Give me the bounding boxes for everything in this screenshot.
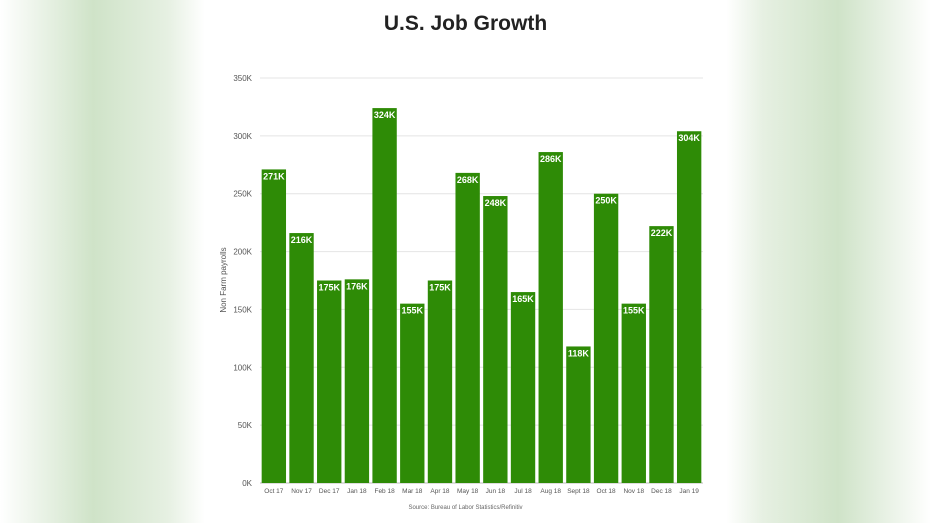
bar-value-label: 155K: [623, 306, 645, 316]
bar-value-label: 250K: [595, 196, 617, 206]
bar-value-label: 268K: [457, 175, 479, 185]
y-tick-label: 350K: [233, 74, 252, 83]
bar: [649, 226, 674, 483]
x-tick-label: Jul 18: [514, 488, 532, 495]
x-tick-label: Jan 18: [347, 488, 367, 495]
x-tick-label: Jun 18: [486, 488, 506, 495]
bar-value-label: 286K: [540, 154, 562, 164]
bar-value-label: 175K: [429, 283, 451, 293]
x-tick-label: Aug 18: [540, 488, 561, 495]
source-note: Source: Bureau of Labor Statistics/Refin…: [408, 505, 523, 511]
bar: [372, 108, 397, 483]
bar: [621, 303, 646, 483]
y-tick-label: 0K: [242, 479, 252, 488]
bar: [593, 193, 619, 483]
x-tick-label: Apr 18: [430, 488, 450, 495]
x-tick-label: Dec 17: [319, 488, 340, 495]
bar: [538, 152, 563, 484]
y-tick-label: 250K: [233, 190, 252, 199]
bar-value-label: 324K: [374, 110, 396, 120]
bar-value-label: 248K: [485, 198, 507, 208]
bar: [289, 233, 314, 483]
chart-card: U.S. Job Growth 0K 50K 100K 150K 200K 250K 300…: [204, 0, 727, 523]
x-tick-label: Mar 18: [402, 488, 423, 495]
x-tick-label: Oct 18: [597, 488, 617, 495]
x-tick-label: Dec 18: [651, 488, 672, 495]
bar: [261, 169, 287, 483]
bar-value-label: 271K: [263, 171, 285, 181]
x-tick-label: Sept 18: [567, 488, 590, 495]
x-tick-label: Oct 17: [264, 488, 284, 495]
bar: [455, 172, 480, 483]
bar-value-label: 216K: [291, 235, 313, 245]
bar-value-label: 175K: [318, 283, 340, 293]
x-tick-label: Feb 18: [374, 488, 395, 495]
bar: [344, 279, 370, 483]
x-tick-label: Nov 17: [291, 488, 312, 495]
x-tick-label: Jan 19: [679, 488, 699, 495]
bar: [483, 196, 508, 483]
bar-value-label: 155K: [402, 306, 424, 316]
bar: [400, 303, 425, 483]
bar: [676, 131, 702, 483]
y-tick-label: 50K: [238, 421, 253, 430]
y-tick-label: 200K: [233, 248, 252, 257]
bar-chart: 0K 50K 100K 150K 200K 250K 300K 350K 271K Oct 17…: [219, 74, 703, 495]
bar: [427, 280, 453, 483]
x-tick-label: Nov 18: [623, 488, 644, 495]
y-tick-label: 100K: [233, 363, 252, 372]
y-axis-title: Non Farm payrolls: [219, 247, 228, 312]
bar-value-label: 176K: [346, 281, 368, 291]
chart-title: U.S. Job Growth: [383, 12, 548, 35]
y-tick-label: 150K: [233, 305, 252, 314]
bar-value-label: 222K: [651, 228, 673, 238]
bar: [566, 346, 591, 483]
bar: [317, 280, 342, 483]
bar-value-label: 118K: [568, 348, 590, 358]
bar: [510, 292, 536, 483]
x-tick-label: May 18: [457, 488, 479, 495]
bar-value-label: 165K: [512, 294, 534, 304]
y-tick-label: 300K: [233, 132, 252, 141]
bar-value-label: 304K: [678, 133, 700, 143]
